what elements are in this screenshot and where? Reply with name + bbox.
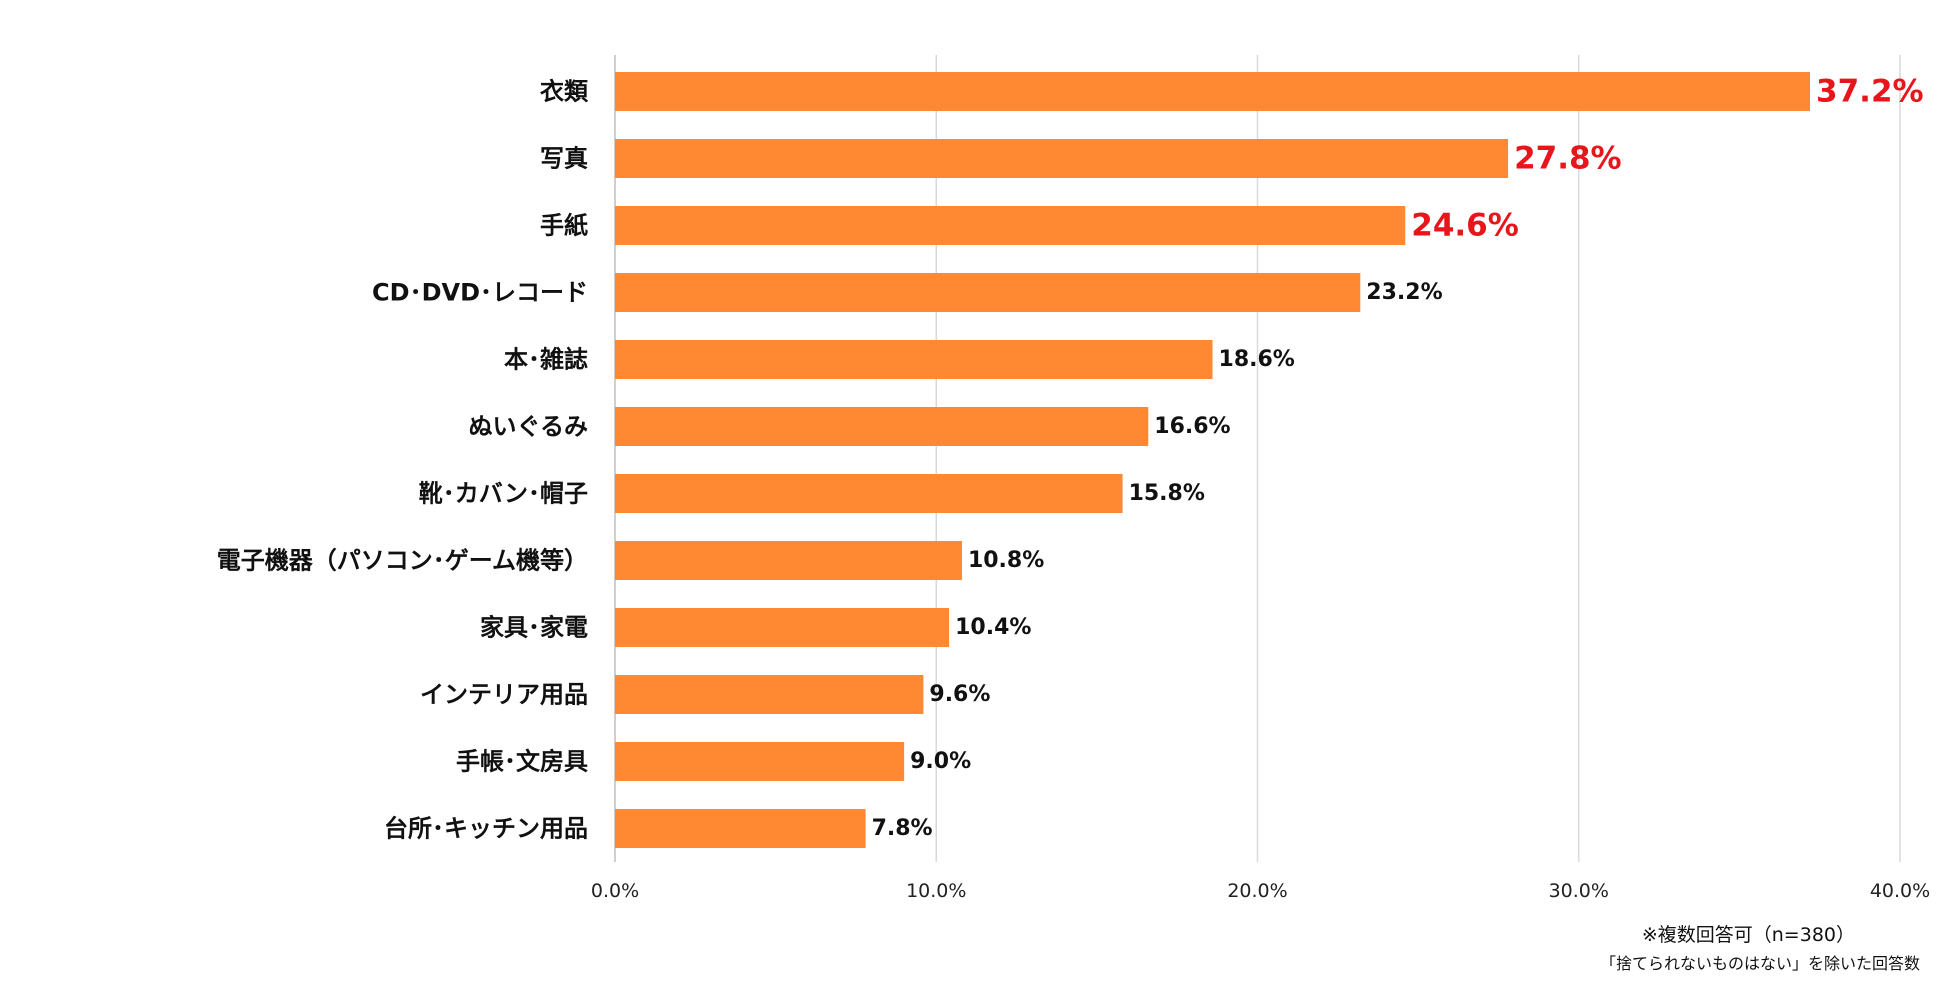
category-label: 家具･家電 <box>480 614 588 642</box>
data-label: 15.8% <box>1129 481 1205 506</box>
category-label: 衣類 <box>540 78 589 106</box>
category-label: インテリア用品 <box>420 681 588 709</box>
bar <box>615 809 866 848</box>
x-tick-label: 10.0% <box>906 880 966 902</box>
category-label: 台所･キッチン用品 <box>384 815 588 843</box>
category-label: CD･DVD･レコード <box>372 279 588 307</box>
bar <box>615 273 1361 312</box>
x-tick-label: 20.0% <box>1227 880 1287 902</box>
category-label: 本･雑誌 <box>504 346 588 374</box>
bar <box>615 407 1149 446</box>
data-label: 23.2% <box>1366 280 1442 305</box>
bar <box>615 742 905 781</box>
bar <box>615 72 1811 111</box>
footnote-multiple-answers: ※複数回答可（n=380） <box>1641 924 1855 946</box>
bar <box>615 206 1406 245</box>
category-label: 靴･カバン･帽子 <box>419 480 588 508</box>
data-label: 10.4% <box>955 615 1031 640</box>
data-label: 37.2% <box>1816 74 1924 110</box>
category-label: ぬいぐるみ <box>468 413 588 441</box>
data-label: 7.8% <box>872 816 933 841</box>
data-label: 9.0% <box>910 749 971 774</box>
data-label: 16.6% <box>1154 414 1230 439</box>
category-label: 電子機器（パソコン･ゲーム機等） <box>217 547 588 575</box>
category-label: 写真 <box>540 145 588 173</box>
bar <box>615 608 950 647</box>
category-label: 手紙 <box>540 212 588 240</box>
footnote-exclusion: 「捨てられないものはない」を除いた回答数 <box>1599 954 1920 973</box>
x-tick-label: 30.0% <box>1549 880 1609 902</box>
labels: 0.0% 10.0% 20.0% 30.0% 40.0% 衣類 37.2% 写真 27.8% 手紙… <box>217 74 1930 903</box>
x-tick-label: 40.0% <box>1870 880 1930 902</box>
bars <box>615 72 1811 848</box>
data-label: 10.8% <box>968 548 1044 573</box>
bar <box>615 340 1213 379</box>
category-label: 手帳･文房具 <box>456 748 588 776</box>
data-label: 18.6% <box>1219 347 1295 372</box>
bar <box>615 675 924 714</box>
bar <box>615 474 1123 513</box>
x-tick-label: 0.0% <box>591 880 639 902</box>
data-label: 27.8% <box>1514 141 1622 177</box>
data-label: 24.6% <box>1411 208 1519 244</box>
bar <box>615 541 962 580</box>
data-label: 9.6% <box>929 682 990 707</box>
gridlines <box>614 55 1901 862</box>
bar <box>615 139 1509 178</box>
